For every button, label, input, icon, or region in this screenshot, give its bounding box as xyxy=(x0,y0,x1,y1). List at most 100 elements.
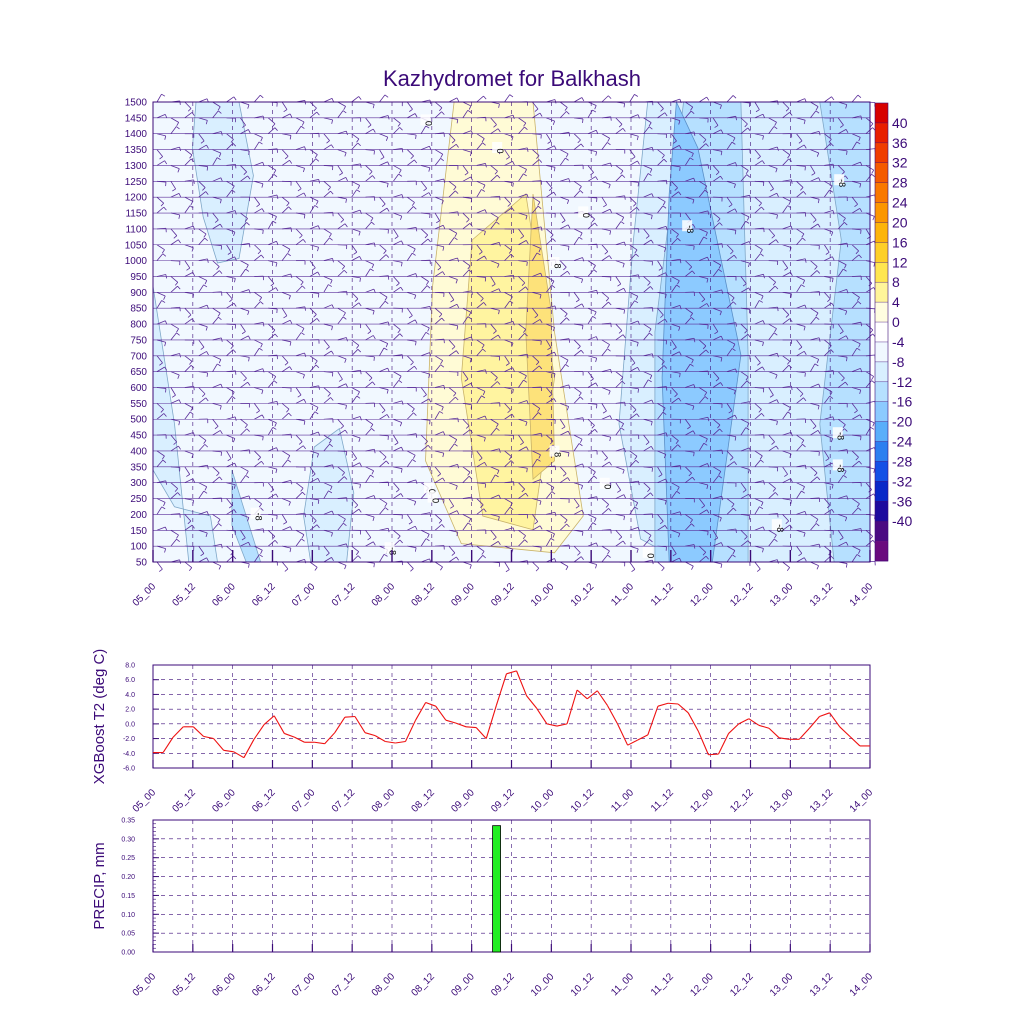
wind-barb-flag xyxy=(524,126,528,131)
wind-barb-flag xyxy=(232,349,237,353)
wind-barb xyxy=(226,349,234,357)
t2-line-segment xyxy=(495,673,507,706)
wind-barb xyxy=(309,318,318,325)
wind-barb-flag xyxy=(245,268,250,272)
wind-barb-flag xyxy=(582,325,584,330)
wind-barb-flag xyxy=(620,170,624,175)
wind-barb xyxy=(407,498,416,502)
wind-barb xyxy=(434,477,443,484)
wind-barb xyxy=(671,228,679,235)
wind-barb xyxy=(587,542,597,547)
wind-barb xyxy=(559,523,567,531)
wind-barb xyxy=(337,476,345,483)
wind-barb xyxy=(170,399,180,404)
wind-barb xyxy=(337,543,347,547)
wind-barb xyxy=(268,400,278,404)
wind-barb-flag xyxy=(354,504,359,509)
colorbar-segment xyxy=(875,142,888,164)
contour-label-bg xyxy=(578,206,589,218)
wind-barb xyxy=(226,498,233,506)
wind-barb xyxy=(824,416,834,420)
wind-barb-flag xyxy=(372,104,375,109)
wind-barb xyxy=(212,561,221,567)
wind-barb xyxy=(295,276,304,283)
wind-barb-flag xyxy=(759,249,763,254)
wind-barb xyxy=(337,223,346,230)
wind-barb-flag xyxy=(621,217,625,221)
wind-barb xyxy=(518,379,524,388)
wind-barb-flag xyxy=(534,314,539,319)
wind-barb xyxy=(698,443,705,452)
wind-barb-flag xyxy=(428,398,432,403)
wind-barb-flag xyxy=(720,357,723,362)
wind-barb-flag xyxy=(289,160,293,164)
wind-barb-flag xyxy=(594,311,597,316)
wind-barb-flag xyxy=(219,223,223,228)
t2-line-segment xyxy=(172,726,184,738)
wind-barb xyxy=(601,95,609,103)
wind-barb xyxy=(782,318,791,325)
wind-barb xyxy=(379,434,389,437)
wind-barb-flag xyxy=(331,532,333,537)
wind-barb-flag xyxy=(775,374,778,379)
wind-barb-flag xyxy=(372,381,376,386)
wind-barb xyxy=(226,180,235,187)
wind-barb xyxy=(740,447,750,452)
wind-barb xyxy=(838,307,847,312)
wind-barb xyxy=(740,418,750,424)
wind-barb xyxy=(768,323,777,329)
wind-barb xyxy=(184,205,191,214)
wind-barb-flag xyxy=(705,143,709,147)
wind-barb xyxy=(852,115,861,119)
y-tick-label: 0.10 xyxy=(121,912,135,919)
wind-barb-flag xyxy=(733,390,736,395)
x-tick-label: 08_12 xyxy=(410,971,438,999)
wind-barb-flag xyxy=(815,316,820,320)
wind-barb xyxy=(837,268,844,277)
wind-barb xyxy=(685,402,694,407)
wind-barb-flag xyxy=(734,414,738,419)
colorbar-label: -36 xyxy=(892,493,912,509)
wind-barb-flag xyxy=(605,297,610,302)
wind-barb-flag xyxy=(454,233,458,237)
wind-barb-flag xyxy=(804,304,807,309)
wind-barb-flag xyxy=(679,259,682,264)
wind-barb-flag xyxy=(817,199,820,204)
wind-barb-flag xyxy=(373,449,376,454)
wind-barb-flag xyxy=(178,399,182,404)
wind-barb-flag xyxy=(248,563,250,568)
wind-barb xyxy=(365,128,374,135)
wind-barb xyxy=(156,274,166,277)
wind-barb xyxy=(559,419,566,428)
wind-barb-flag xyxy=(595,358,598,363)
wind-barb-flag xyxy=(200,553,205,557)
wind-barb xyxy=(282,433,292,436)
wind-barb-flag xyxy=(561,220,566,224)
wind-barb-flag xyxy=(719,311,722,316)
wind-barb xyxy=(685,177,694,182)
wind-barb-flag xyxy=(581,485,583,490)
wind-barb-flag xyxy=(609,461,612,466)
wind-barb-flag xyxy=(637,160,640,165)
wind-barb-flag xyxy=(179,146,182,152)
wind-barb xyxy=(726,554,733,563)
wind-barb-flag xyxy=(345,337,348,342)
wind-barb xyxy=(796,181,804,188)
wind-barb-flag xyxy=(220,383,223,389)
wind-barb xyxy=(587,101,597,106)
wind-barb-flag xyxy=(581,303,585,308)
wind-barb-flag xyxy=(271,329,276,334)
wind-barb xyxy=(212,514,221,520)
wind-barb-flag xyxy=(636,342,639,347)
wind-barb xyxy=(504,133,514,138)
wind-barb-flag xyxy=(513,275,515,280)
wind-barb xyxy=(810,196,820,200)
wind-barb xyxy=(476,369,486,373)
wind-barb-flag xyxy=(230,139,234,143)
wind-barb xyxy=(629,300,635,309)
wind-barb xyxy=(170,239,179,246)
wind-barb xyxy=(184,365,192,372)
t2-line-segment xyxy=(294,736,305,743)
wind-barb-flag xyxy=(620,376,624,381)
